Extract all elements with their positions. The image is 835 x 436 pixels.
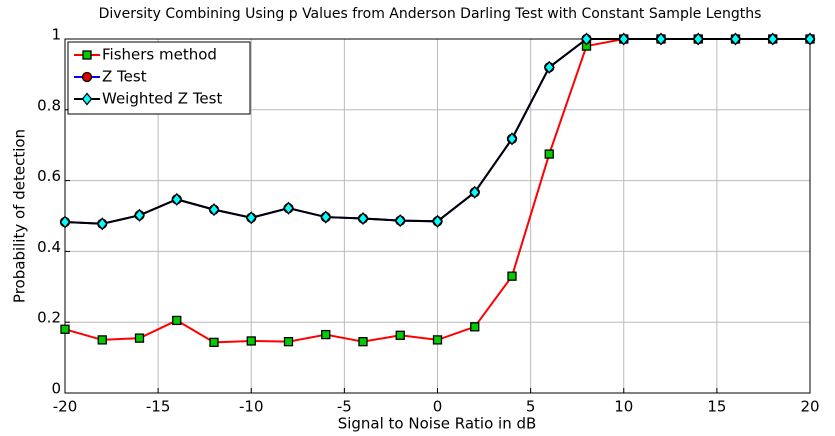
data-point <box>134 208 145 222</box>
data-point <box>134 333 145 343</box>
data-point <box>60 324 70 334</box>
legend-marker <box>81 92 93 106</box>
data-point <box>692 32 704 46</box>
data-point <box>730 32 741 46</box>
y-tick-label: 0.6 <box>37 167 61 185</box>
data-point <box>358 337 368 347</box>
data-point <box>283 337 294 347</box>
x-tick-label: 0 <box>433 398 443 416</box>
y-tick-label: 1 <box>51 26 61 44</box>
data-point <box>395 330 405 340</box>
data-point <box>357 211 369 226</box>
x-tick-label: 5 <box>526 398 536 416</box>
data-point <box>321 329 331 340</box>
data-point <box>543 60 555 74</box>
legend-marker <box>81 71 93 83</box>
data-point <box>59 215 71 229</box>
legend-label: Weighted Z Test <box>102 90 222 108</box>
x-tick-label: -10 <box>239 398 264 416</box>
data-point <box>171 192 183 206</box>
data-point <box>470 322 480 332</box>
y-tick-label: 0.4 <box>37 238 61 256</box>
data-point <box>618 32 630 46</box>
data-point <box>804 32 816 46</box>
data-point <box>432 214 443 228</box>
data-point <box>245 211 257 225</box>
x-tick-label: 20 <box>800 398 819 416</box>
data-point <box>581 32 592 46</box>
data-point <box>767 32 779 46</box>
y-tick-label: 0 <box>51 380 61 398</box>
data-point <box>469 185 481 199</box>
data-point <box>394 214 406 228</box>
legend-label: Z Test <box>102 68 147 86</box>
legend-marker <box>82 50 92 60</box>
x-tick-label: 15 <box>707 398 726 416</box>
data-point <box>432 335 443 345</box>
data-point <box>655 32 667 46</box>
x-tick-label: -5 <box>337 398 352 416</box>
x-tick-label: 10 <box>614 398 633 416</box>
data-point <box>97 335 107 345</box>
data-point <box>172 315 182 326</box>
data-point <box>96 217 108 231</box>
data-point <box>246 336 256 346</box>
data-point <box>208 203 220 217</box>
x-tick-label: -20 <box>53 398 78 416</box>
y-tick-label: 0.2 <box>37 309 61 327</box>
y-tick-label: 0.8 <box>37 96 61 114</box>
x-axis-label: Signal to Noise Ratio in dB <box>338 415 537 433</box>
data-point <box>506 132 518 146</box>
data-point <box>283 201 294 215</box>
x-tick-label: -15 <box>146 398 171 416</box>
y-axis-label: Probability of detection <box>11 129 29 303</box>
chart-title: Diversity Combining Using p Values from … <box>99 6 762 22</box>
data-point <box>507 271 517 281</box>
data-point <box>320 210 332 224</box>
data-point <box>209 337 219 348</box>
legend-label: Fishers method <box>102 46 217 64</box>
data-point <box>544 149 554 159</box>
